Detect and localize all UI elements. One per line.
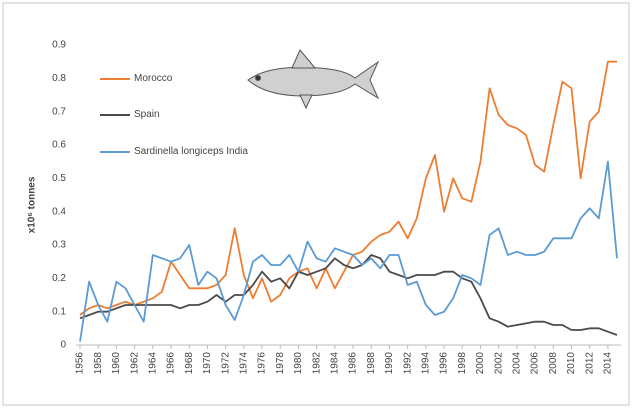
x-tick-label: 1972 <box>220 352 231 375</box>
y-tick-label: 0.9 <box>52 40 66 51</box>
y-tick-label: 0.2 <box>52 273 66 284</box>
x-tick-label: 1982 <box>311 352 322 375</box>
x-tick-label: 1970 <box>202 352 213 375</box>
y-tick-label: 0.3 <box>52 240 66 251</box>
x-tick-label: 1994 <box>421 352 432 375</box>
x-tick-label: 2014 <box>603 352 614 375</box>
x-tick-label: 1962 <box>129 352 140 375</box>
x-tick-label: 2002 <box>493 352 504 375</box>
x-tick-label: 1964 <box>147 352 158 375</box>
x-tick-label: 1974 <box>238 352 249 375</box>
x-tick-label: 2000 <box>475 352 486 375</box>
x-tick-label: 2010 <box>566 352 577 375</box>
x-tick-label: 1960 <box>111 352 122 375</box>
y-tick-label: 0 <box>60 340 66 351</box>
y-tick-label: 0.7 <box>52 106 66 117</box>
x-tick-label: 1984 <box>329 352 340 375</box>
x-tick-label: 1956 <box>75 352 86 375</box>
y-tick-label: 0.1 <box>52 306 66 317</box>
series-line <box>79 254 618 336</box>
x-tick-label: 1966 <box>166 352 177 375</box>
y-tick-label: 0.6 <box>52 140 66 151</box>
x-tick-label: 1996 <box>439 352 450 375</box>
y-tick-label: 0.4 <box>52 206 66 217</box>
x-tick-label: 1986 <box>348 352 359 375</box>
legend-label: Sardinella longiceps India <box>134 146 248 157</box>
x-tick-label: 1976 <box>257 352 268 375</box>
x-tick-label: 1990 <box>384 352 395 375</box>
legend-label: Spain <box>134 109 160 120</box>
legend-label: Morocco <box>134 73 173 84</box>
x-tick-label: 2006 <box>530 352 541 375</box>
x-tick-label: 2004 <box>512 352 523 375</box>
x-tick-label: 1980 <box>293 352 304 375</box>
x-tick-label: 1968 <box>184 352 195 375</box>
x-tick-label: 1992 <box>402 352 413 375</box>
series-line <box>79 160 618 342</box>
series-line <box>79 60 617 316</box>
x-tick-label: 1988 <box>366 352 377 375</box>
y-axis-label: x10⁶ tonnes <box>27 176 38 233</box>
y-tick-label: 0.8 <box>52 73 66 84</box>
x-tick-label: 1978 <box>275 352 286 375</box>
x-tick-label: 1998 <box>457 352 468 375</box>
x-tick-label: 2012 <box>584 352 595 375</box>
x-tick-label: 1958 <box>93 352 104 375</box>
x-tick-label: 2008 <box>548 352 559 375</box>
y-tick-label: 0.5 <box>52 173 66 184</box>
fish-icon <box>247 49 380 110</box>
